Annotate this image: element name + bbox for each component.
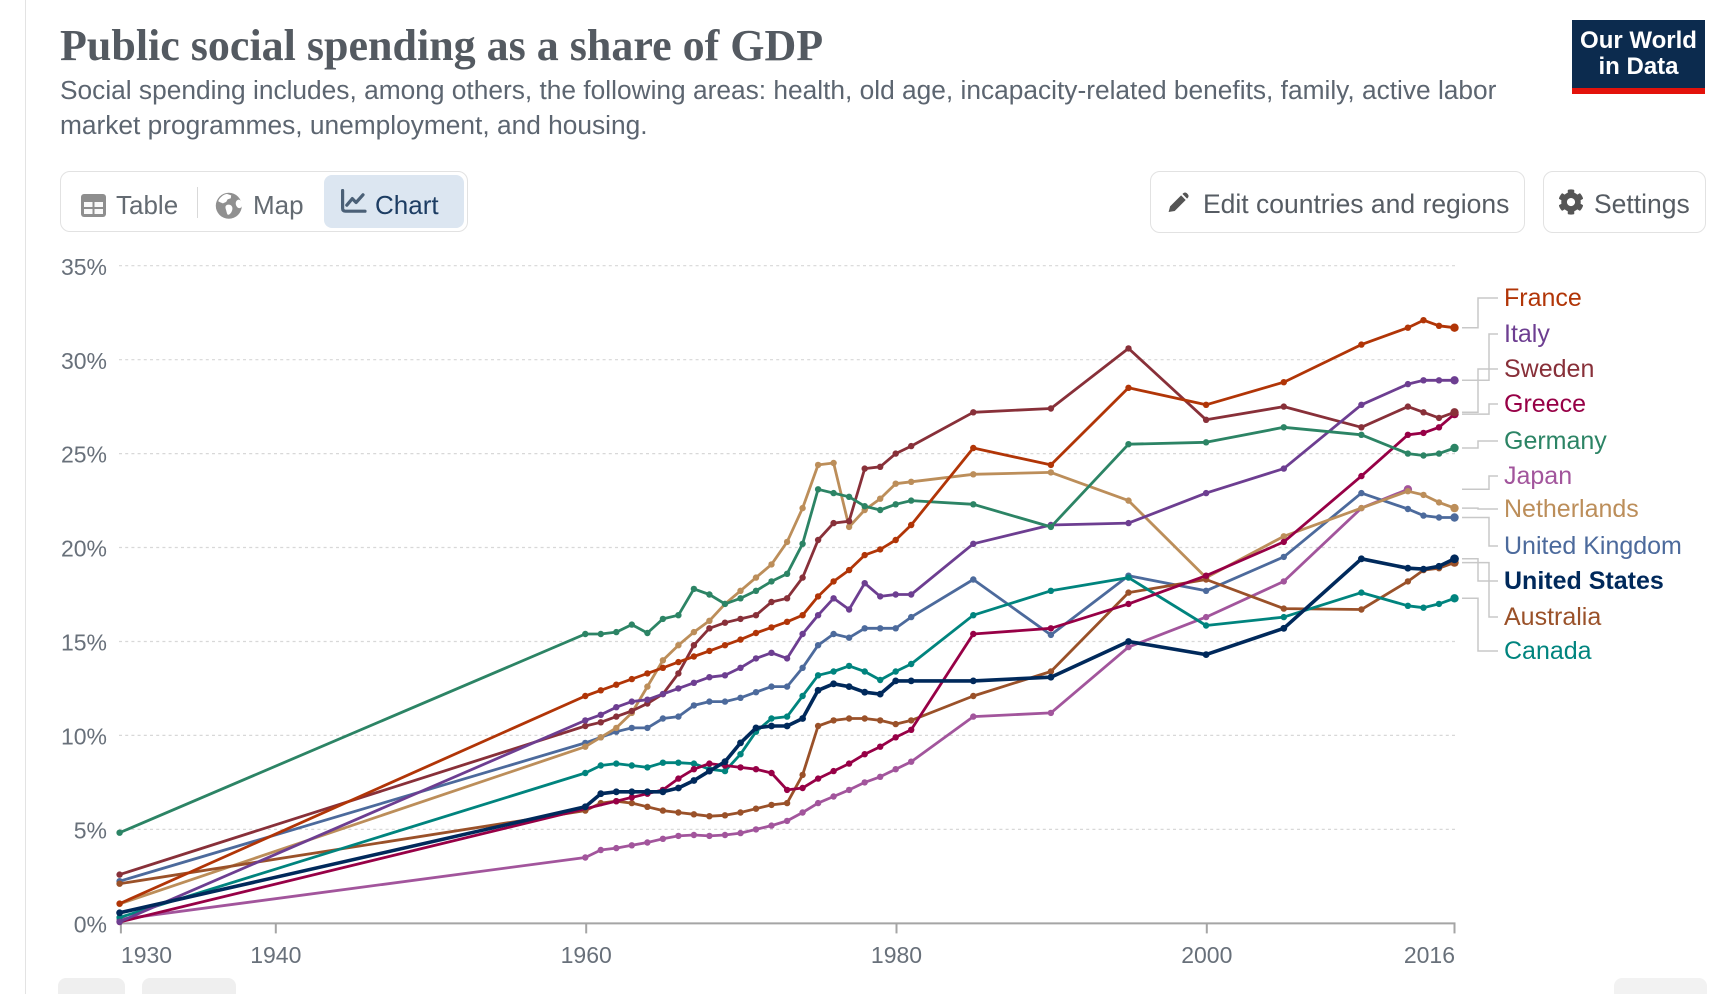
svg-text:Australia: Australia xyxy=(1504,603,1601,631)
svg-text:United Kingdom: United Kingdom xyxy=(1504,532,1682,560)
svg-text:2000: 2000 xyxy=(1181,942,1232,968)
svg-text:10%: 10% xyxy=(61,723,107,749)
svg-text:35%: 35% xyxy=(61,254,107,280)
svg-text:1980: 1980 xyxy=(871,942,922,968)
svg-text:Germany: Germany xyxy=(1504,427,1607,455)
svg-text:Japan: Japan xyxy=(1504,462,1572,490)
svg-text:15%: 15% xyxy=(61,630,107,656)
svg-text:Sweden: Sweden xyxy=(1504,355,1594,383)
svg-text:2016: 2016 xyxy=(1404,942,1455,968)
svg-text:1930: 1930 xyxy=(121,942,172,968)
svg-text:Italy: Italy xyxy=(1504,320,1550,348)
svg-text:5%: 5% xyxy=(74,817,107,843)
svg-text:25%: 25% xyxy=(61,442,107,468)
svg-text:France: France xyxy=(1504,284,1582,312)
svg-text:20%: 20% xyxy=(61,536,107,562)
svg-text:United States: United States xyxy=(1504,567,1664,595)
svg-text:1940: 1940 xyxy=(250,942,301,968)
svg-text:Greece: Greece xyxy=(1504,390,1586,418)
svg-text:1960: 1960 xyxy=(561,942,612,968)
svg-text:Canada: Canada xyxy=(1504,637,1592,665)
svg-text:0%: 0% xyxy=(74,911,107,937)
svg-text:Netherlands: Netherlands xyxy=(1504,495,1639,523)
svg-text:30%: 30% xyxy=(61,348,107,374)
